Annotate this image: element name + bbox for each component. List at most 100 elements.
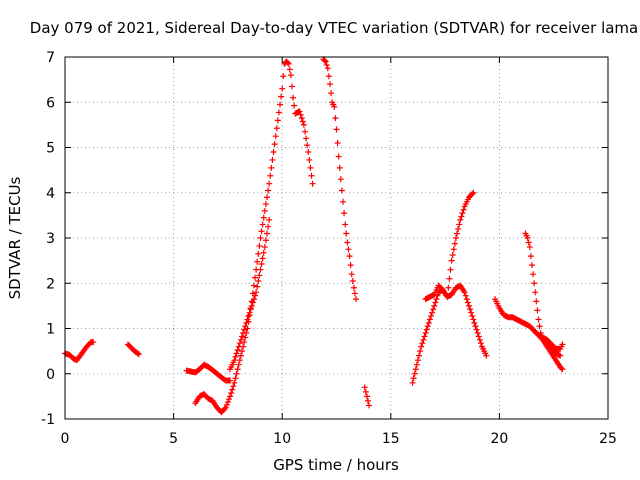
data-point <box>249 299 256 306</box>
data-point <box>483 352 490 359</box>
data-point <box>451 240 458 247</box>
data-points <box>62 56 566 416</box>
data-point <box>528 262 535 269</box>
data-point <box>302 128 309 135</box>
data-point <box>242 334 249 341</box>
data-point <box>240 330 247 337</box>
data-series-10 <box>492 296 564 359</box>
data-point <box>473 326 480 333</box>
data-point <box>241 326 248 333</box>
chart-title: Day 079 of 2021, Sidereal Day-to-day VTE… <box>30 19 638 37</box>
data-point <box>431 302 438 309</box>
data-point <box>526 244 533 251</box>
data-point <box>461 289 468 296</box>
data-series-7 <box>361 384 373 409</box>
data-point <box>419 340 426 347</box>
data-point <box>231 357 238 364</box>
data-point <box>463 296 470 303</box>
x-axis-label: GPS time / hours <box>273 456 399 474</box>
data-point <box>244 316 251 323</box>
data-point <box>231 379 238 386</box>
data-point <box>458 213 465 220</box>
data-point <box>227 393 234 400</box>
data-point <box>260 214 267 221</box>
data-point <box>446 275 453 282</box>
data-point <box>424 323 431 330</box>
data-point <box>308 172 315 179</box>
data-point <box>224 399 231 406</box>
data-point <box>253 289 260 296</box>
data-point <box>525 239 532 246</box>
data-point <box>422 330 429 337</box>
data-point <box>243 319 250 326</box>
x-tick-label: 15 <box>382 431 400 447</box>
data-point <box>255 277 262 284</box>
data-point <box>262 237 269 244</box>
data-point <box>259 221 266 228</box>
x-tick-label: 0 <box>61 431 70 447</box>
data-point <box>429 309 436 316</box>
data-series-1 <box>62 339 97 364</box>
data-point <box>232 375 239 382</box>
data-point <box>348 271 355 278</box>
data-point <box>342 221 349 228</box>
data-point <box>338 187 345 194</box>
data-point <box>532 289 539 296</box>
data-point <box>447 266 454 273</box>
data-point <box>459 210 466 217</box>
data-point <box>353 296 360 303</box>
data-point <box>336 164 343 171</box>
data-point <box>418 343 425 350</box>
data-point <box>234 346 241 353</box>
data-point <box>233 350 240 357</box>
data-point <box>322 58 329 65</box>
data-point <box>255 250 262 257</box>
data-point <box>426 316 433 323</box>
data-point <box>414 357 421 364</box>
data-point <box>271 141 278 148</box>
data-series-9 <box>422 282 490 359</box>
data-point <box>323 61 330 68</box>
data-point <box>227 377 234 384</box>
y-tick-label: 1 <box>46 322 55 338</box>
data-series-6 <box>320 56 360 303</box>
data-point <box>260 249 267 256</box>
data-point <box>452 235 459 241</box>
data-point <box>423 326 430 333</box>
data-point <box>275 109 282 116</box>
data-point <box>366 402 373 409</box>
x-tick-label: 20 <box>490 431 508 447</box>
data-point <box>237 336 244 343</box>
data-point <box>232 353 239 360</box>
data-point <box>362 388 369 395</box>
data-point <box>471 319 478 326</box>
data-point <box>239 348 246 355</box>
data-point <box>284 59 291 66</box>
y-tick-label: -1 <box>41 412 55 428</box>
data-point <box>296 108 303 115</box>
data-point <box>416 352 423 359</box>
data-point <box>228 389 235 396</box>
data-point <box>454 230 461 237</box>
data-point <box>456 221 463 228</box>
data-point <box>252 274 259 281</box>
data-point <box>250 296 257 303</box>
data-point <box>470 189 477 196</box>
data-point <box>349 277 356 284</box>
data-point <box>307 164 314 171</box>
data-point <box>417 348 424 355</box>
data-point <box>409 379 416 386</box>
data-point <box>331 103 338 110</box>
data-series-5 <box>227 216 273 373</box>
data-point <box>305 149 312 156</box>
data-point <box>222 404 229 411</box>
data-point <box>225 396 232 403</box>
data-point <box>469 313 476 320</box>
data-point <box>364 397 371 404</box>
data-point <box>363 393 370 400</box>
data-point <box>333 126 340 133</box>
data-point <box>321 57 328 64</box>
data-point <box>462 292 469 299</box>
data-point <box>288 83 295 90</box>
